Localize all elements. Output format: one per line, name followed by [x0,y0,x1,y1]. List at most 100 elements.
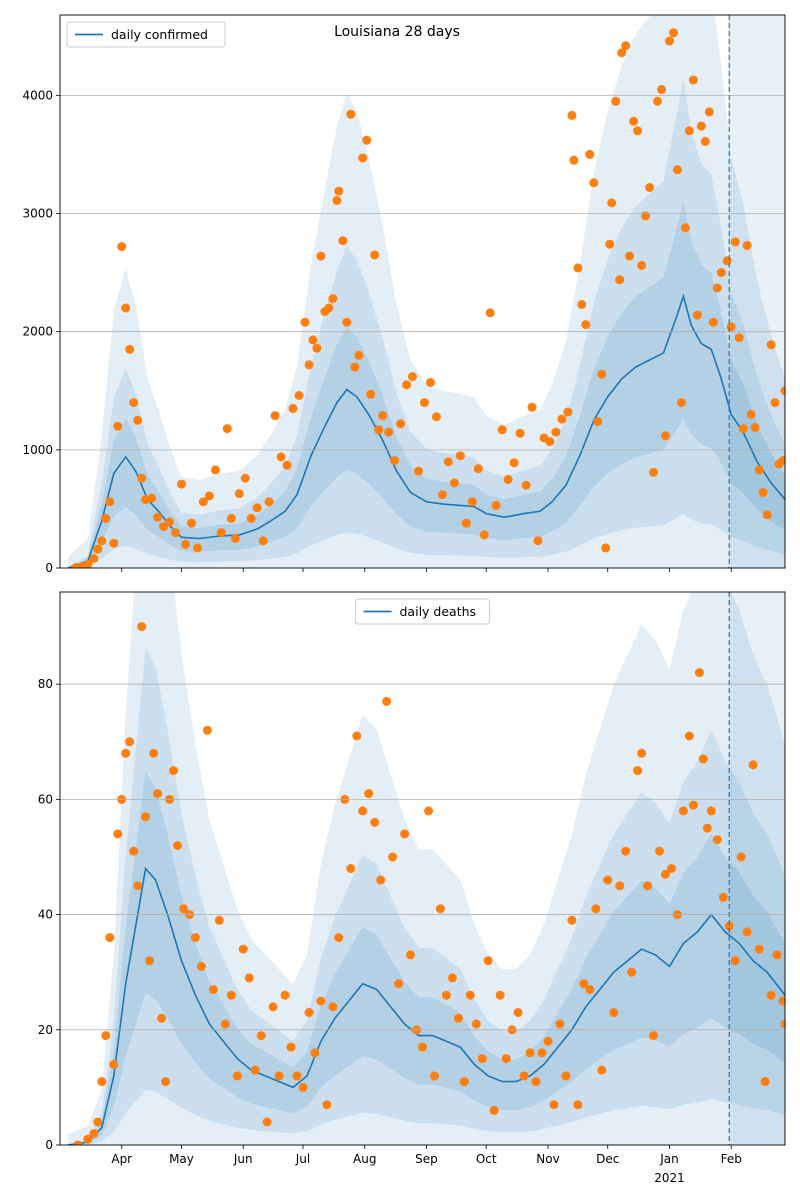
data-point [509,458,519,468]
data-point [420,398,429,408]
data-point [730,956,740,966]
data-point [573,1100,583,1110]
data-point [149,748,159,758]
data-point [240,473,250,483]
data-point [573,263,583,273]
data-point [316,251,326,261]
data-point [125,737,135,747]
legend-label: daily confirmed [111,27,208,42]
data-point [467,497,477,507]
confirmed-panel: 0 1000 2000 3000 4000 daily confirmed [22,14,786,575]
data-point [605,239,615,249]
data-point [109,1059,119,1069]
data-point [684,126,694,136]
data-point [378,411,388,421]
data-point [637,261,647,270]
uncertainty-band-0 [68,592,785,1145]
data-point [603,875,613,885]
data-point [615,881,625,891]
data-point [637,748,647,758]
xtick-label-apr: Apr [111,1152,132,1166]
data-point [153,789,163,799]
data-point [567,110,577,120]
data-point [165,517,174,527]
data-point [495,990,505,1000]
data-point [234,489,244,499]
data-point [390,456,400,465]
xtick-year-label: 2021 [654,1171,685,1185]
data-point [89,1129,99,1138]
data-point [431,412,441,422]
data-point [292,1071,302,1081]
data-point [133,415,143,425]
data-point [696,121,706,131]
data-point [665,36,674,46]
data-point [334,933,344,943]
data-point [479,530,489,540]
data-point [742,927,752,937]
data-point [519,1071,529,1081]
data-point [137,473,147,483]
data-point [282,460,292,470]
data-point [597,1065,607,1075]
data-point [621,846,631,856]
data-point [718,892,728,902]
data-point [513,1008,523,1017]
data-point [125,344,135,354]
data-point [736,852,746,862]
data-point [722,256,732,266]
ytick-label-2000: 2000 [22,325,53,339]
uncertainty-band-1 [68,647,785,1145]
data-point [342,317,352,327]
data-point [734,333,744,343]
data-point [246,513,256,523]
data-point [256,1031,266,1041]
ytick-label-0: 0 [45,561,53,575]
data-point [649,1031,658,1041]
data-point [304,1008,314,1017]
data-point [712,835,722,845]
data-point [609,1008,619,1017]
data-point [766,990,776,1000]
data-point [338,236,348,246]
xtick-label-oct: Oct [476,1152,497,1166]
data-point [694,668,704,678]
data-point [653,96,662,106]
data-point [597,369,607,379]
data-point [230,534,240,543]
data-point [521,480,531,490]
data-point [726,322,736,332]
ytick-label-40: 40 [38,908,53,922]
data-point [563,407,573,417]
data-point [453,1013,463,1023]
data-point [187,518,196,528]
data-point [192,543,202,553]
data-point [238,944,248,954]
median-line [67,866,785,1145]
data-point [171,528,180,538]
data-point [402,380,412,390]
data-point [778,996,785,1006]
data-point [657,84,666,94]
data-point [601,543,611,553]
data-point [549,1100,559,1110]
data-point [358,806,368,816]
data-point [280,990,290,1000]
data-point [121,748,131,758]
data-point [704,107,714,117]
legend: daily deaths [355,598,490,625]
data-point [346,109,356,119]
data-point [145,956,155,966]
median-line [67,293,785,568]
data-point [332,196,342,205]
data-point [232,1071,242,1081]
data-point [724,921,734,931]
data-point [672,165,682,175]
uncertainty-band-1 [68,78,785,568]
data-point [750,422,760,432]
data-point [137,622,147,632]
legend: daily confirmed [66,21,226,48]
data-point [384,427,394,437]
data-point [611,96,621,106]
data-point [362,135,372,145]
